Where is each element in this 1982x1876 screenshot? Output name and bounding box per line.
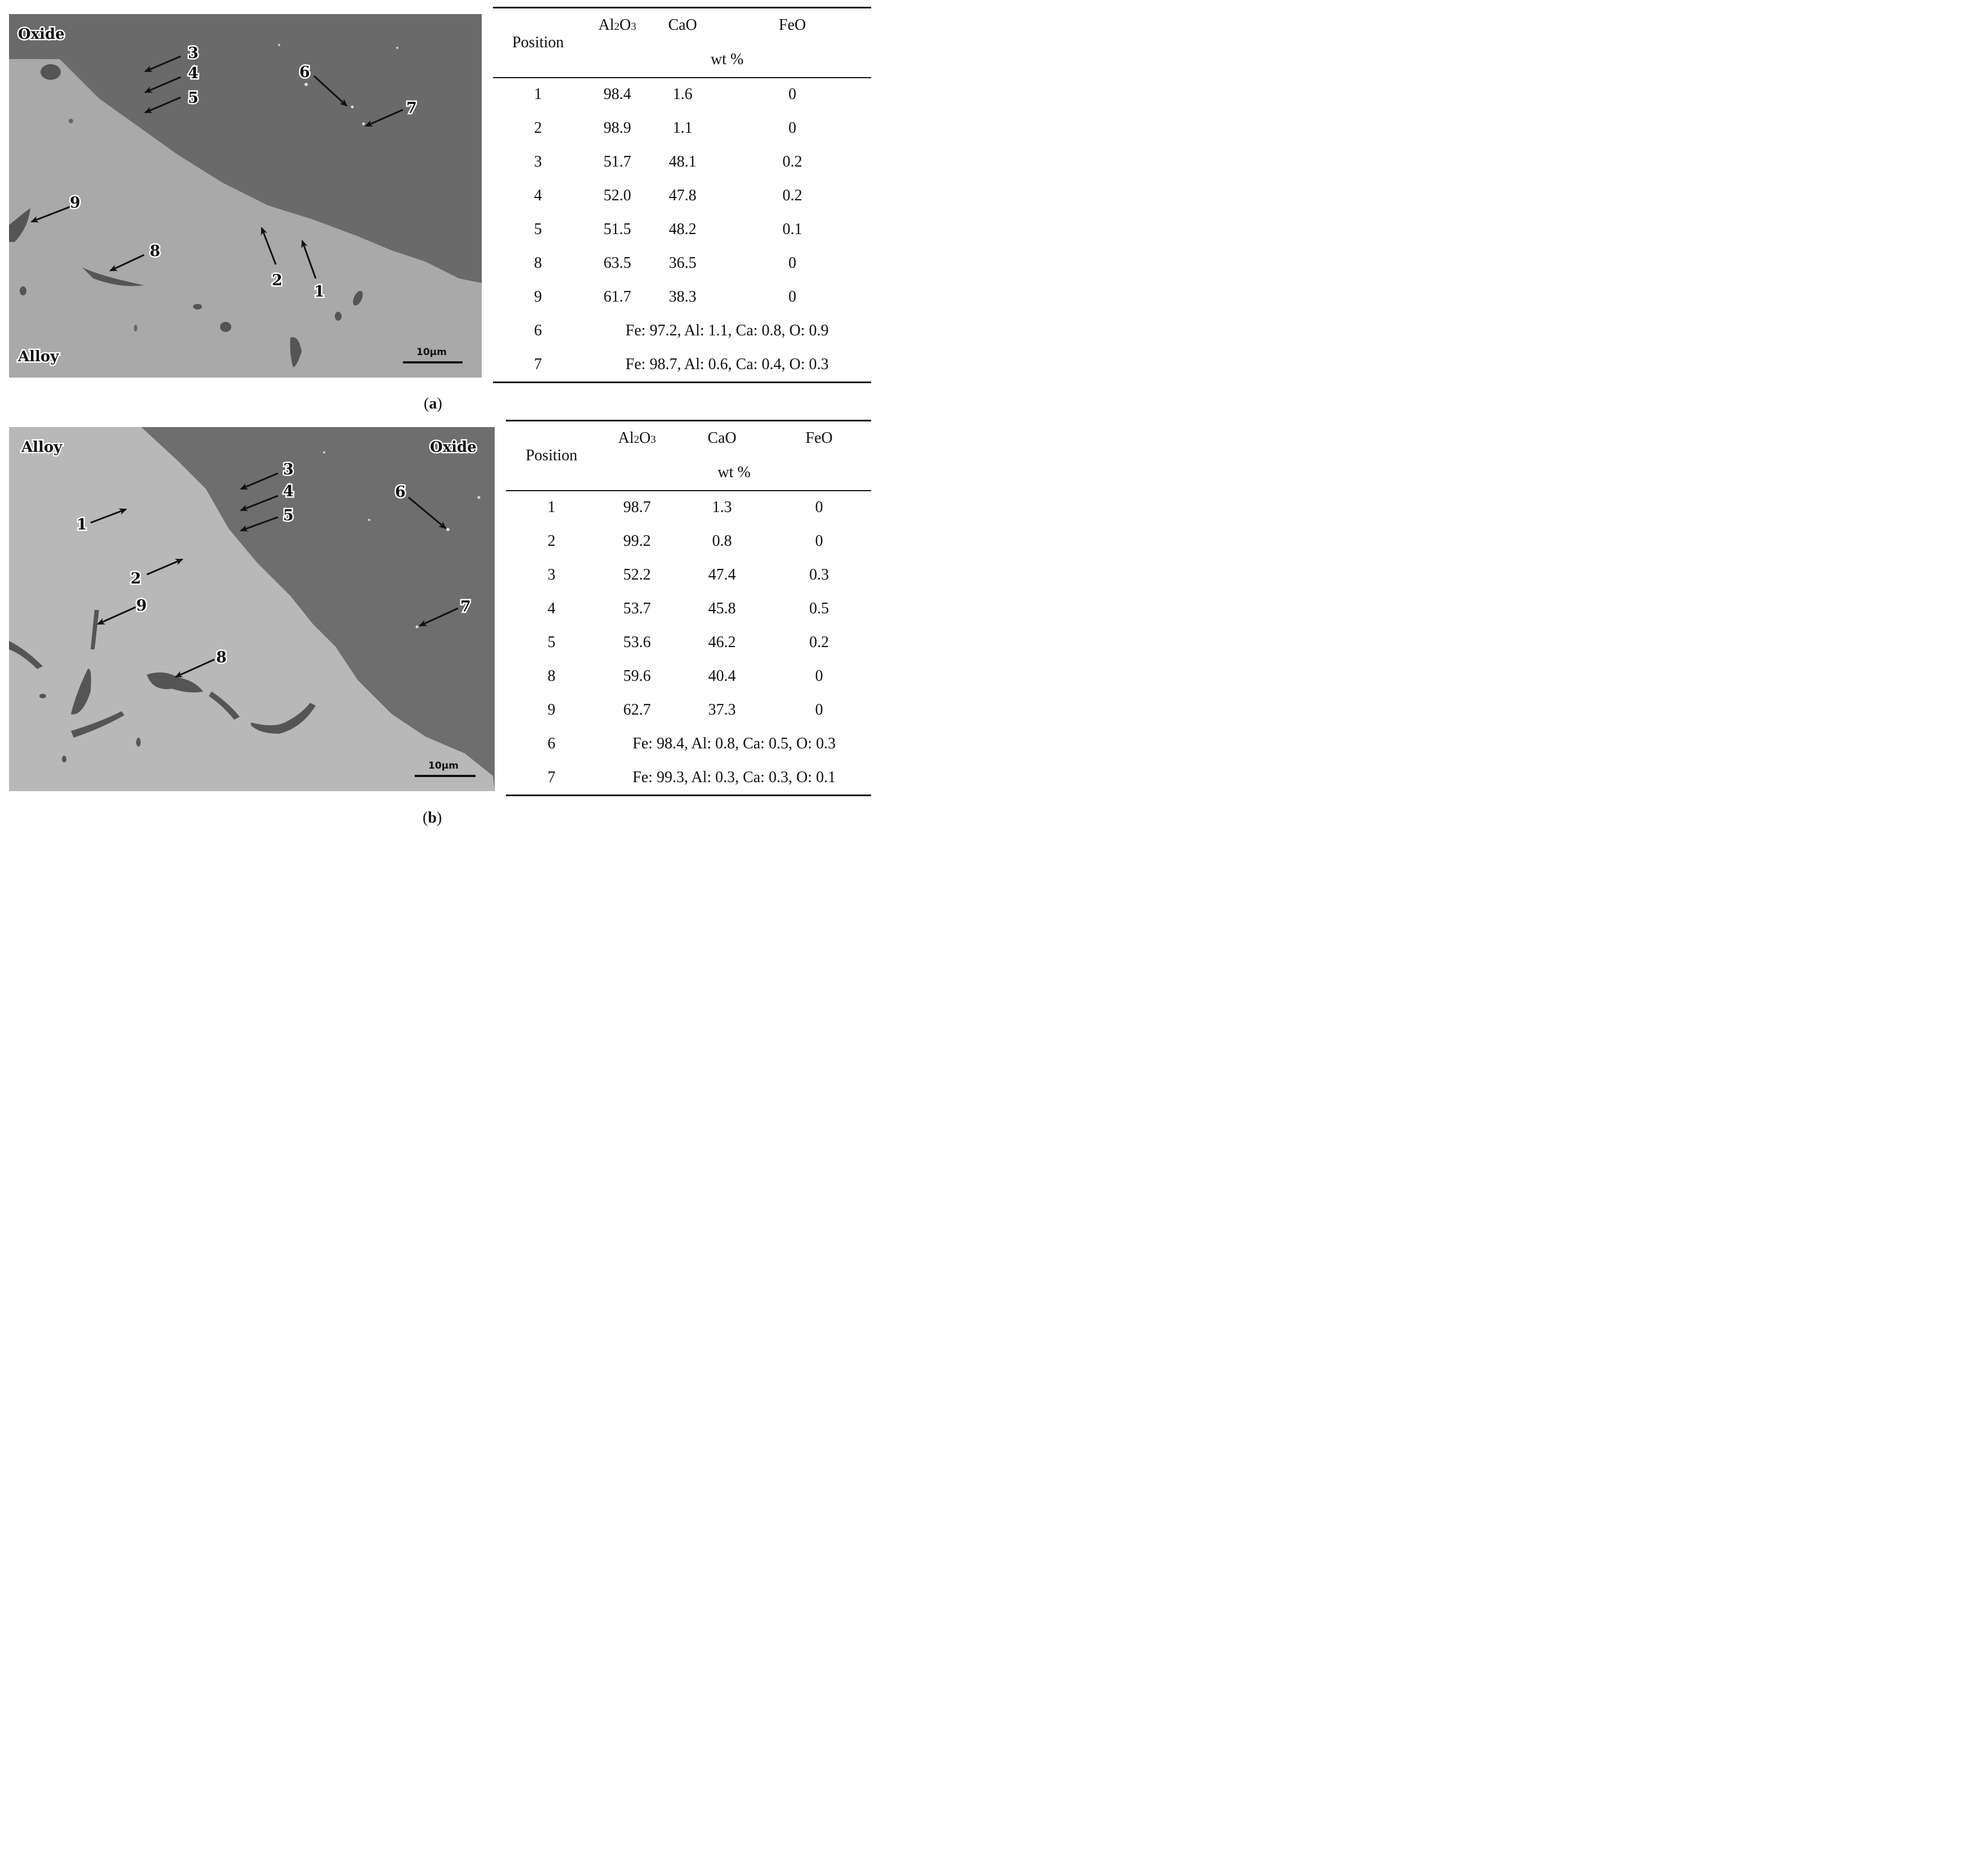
oxide-label-b: Oxide bbox=[430, 439, 477, 456]
point-3-b: 3 bbox=[283, 461, 294, 478]
point-6-b: 6 bbox=[395, 483, 406, 501]
table-row: 1 98.4 1.6 0 bbox=[534, 86, 796, 103]
point-4-b: 4 bbox=[283, 483, 294, 500]
table-row: 8 63.5 36.5 0 bbox=[534, 254, 796, 272]
sem-image-b: Alloy Oxide 3 4 5 6 7 1 2 9 8 bbox=[9, 427, 495, 791]
table-row: 3 52.2 47.4 0.3 bbox=[548, 566, 829, 584]
caption-b: (b) bbox=[423, 809, 442, 827]
header-feo: FeO bbox=[805, 429, 833, 447]
point-2-a: 2 bbox=[272, 272, 282, 289]
table-row: 1 98.7 1.3 0 bbox=[548, 499, 823, 516]
header-position: Position bbox=[493, 7, 583, 78]
table-row: 5 53.6 46.2 0.2 bbox=[548, 633, 829, 651]
header-al2o3: Al2O3 bbox=[598, 16, 636, 34]
point-2-b: 2 bbox=[131, 570, 141, 587]
table-row: 3 51.7 48.1 0.2 bbox=[534, 152, 802, 170]
point-6-a: 6 bbox=[299, 64, 310, 81]
point-3-a: 3 bbox=[188, 44, 199, 62]
caption-a: (a) bbox=[424, 395, 442, 412]
point-1-b: 1 bbox=[77, 516, 87, 533]
table-row: 2 99.2 0.8 0 bbox=[548, 532, 823, 550]
point-5-b: 5 bbox=[283, 507, 294, 524]
alloy-label-a: Alloy bbox=[17, 348, 59, 365]
point-8-a: 8 bbox=[150, 243, 160, 260]
point-1-a: 1 bbox=[314, 283, 325, 300]
table-row: 4 53.7 45.8 0.5 bbox=[548, 599, 829, 617]
point-8-b: 8 bbox=[216, 649, 227, 666]
header-cao: CaO bbox=[668, 16, 697, 34]
point-9-a: 9 bbox=[70, 194, 80, 212]
point-5-a: 5 bbox=[188, 89, 199, 107]
scale-bar-label-a: 10µm bbox=[416, 347, 447, 358]
table-row: 7 Fe: 99.3, Al: 0.3, Ca: 0.3, O: 0.1 bbox=[506, 761, 871, 796]
header-feo: FeO bbox=[778, 16, 806, 34]
header-cao: CaO bbox=[707, 429, 737, 447]
header-unit: wt % bbox=[718, 464, 751, 481]
table-row: 6 Fe: 97.2, Al: 1.1, Ca: 0.8, O: 0.9 bbox=[534, 322, 829, 339]
table-row: 7 Fe: 98.7, Al: 0.6, Ca: 0.4, O: 0.3 bbox=[493, 348, 871, 383]
header-unit: wt % bbox=[710, 51, 744, 68]
table-row: 9 61.7 38.3 0 bbox=[534, 288, 796, 306]
table-row: 2 98.9 1.1 0 bbox=[534, 119, 796, 137]
sem-image-a: Oxide Alloy 3 4 5 6 7 9 8 2 1 bbox=[9, 14, 482, 378]
pore bbox=[41, 64, 61, 80]
oxide-label-a: Oxide bbox=[18, 26, 65, 43]
header-position: Position bbox=[506, 420, 597, 491]
scale-bar-label-b: 10µm bbox=[428, 760, 459, 771]
table-row: 8 59.6 40.4 0 bbox=[548, 667, 823, 685]
table-row: 6 Fe: 98.4, Al: 0.8, Ca: 0.5, O: 0.3 bbox=[548, 735, 836, 752]
point-7-b: 7 bbox=[460, 598, 471, 616]
point-4-a: 4 bbox=[188, 65, 199, 82]
point-9-b: 9 bbox=[136, 597, 147, 614]
table-row: 5 51.5 48.2 0.1 bbox=[534, 220, 802, 238]
table-row: 4 52.0 47.8 0.2 bbox=[534, 186, 802, 204]
header-al2o3: Al2O3 bbox=[618, 429, 656, 447]
table-row: 9 62.7 37.3 0 bbox=[548, 701, 823, 719]
point-7-a: 7 bbox=[406, 100, 417, 117]
alloy-label-b: Alloy bbox=[21, 439, 62, 456]
